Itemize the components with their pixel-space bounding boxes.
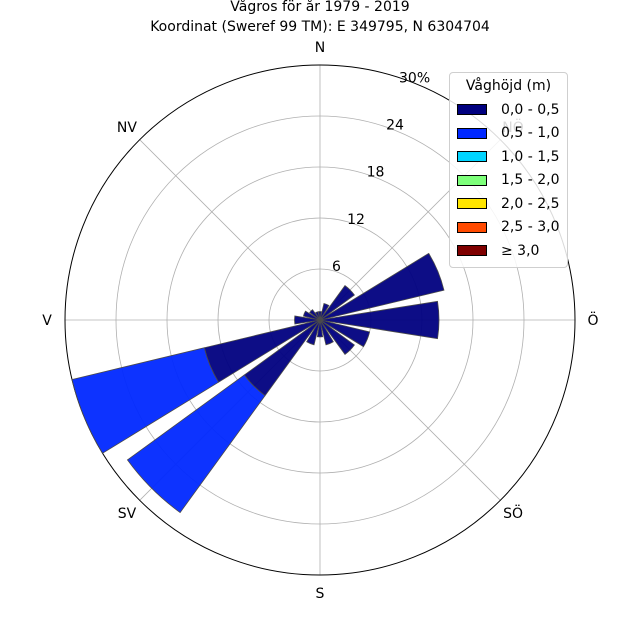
compass-label: SÖ bbox=[503, 504, 523, 522]
legend-swatch bbox=[457, 151, 487, 163]
radial-tick-label: 30% bbox=[399, 70, 430, 86]
rose-bar-ÖNÖ bbox=[319, 252, 445, 321]
rose-bar-VSV bbox=[71, 347, 220, 454]
legend-item: 1,0 - 1,5 bbox=[450, 145, 567, 169]
radial-tick-label: 18 bbox=[367, 165, 385, 181]
compass-label: NV bbox=[117, 120, 137, 136]
compass-label: Ö bbox=[587, 311, 598, 329]
legend-item: 2,5 - 3,0 bbox=[450, 216, 567, 240]
radial-tick-label: 6 bbox=[332, 259, 341, 275]
compass-label: SV bbox=[118, 506, 137, 522]
legend-item: 0,0 - 0,5 bbox=[450, 98, 567, 122]
rose-bars bbox=[71, 252, 445, 514]
legend-swatch bbox=[457, 245, 487, 257]
legend-label: 0,5 - 1,0 bbox=[501, 125, 560, 142]
rose-bar-VNV bbox=[302, 310, 321, 321]
legend-label: 1,0 - 1,5 bbox=[501, 148, 560, 165]
compass-label: N bbox=[315, 40, 325, 56]
rose-bar-N bbox=[318, 311, 322, 321]
legend-swatch bbox=[457, 221, 487, 233]
legend-item: 1,5 - 2,0 bbox=[450, 169, 567, 193]
legend-title: Våghöjd (m) bbox=[465, 78, 552, 94]
rose-bar-SSV bbox=[306, 319, 321, 346]
chart-title: Vågros för år 1979 - 2019 bbox=[230, 0, 410, 15]
legend-label: 2,0 - 2,5 bbox=[501, 195, 560, 212]
compass-label: V bbox=[42, 313, 52, 329]
rose-bar-V bbox=[294, 315, 321, 325]
legend-rows: 0,0 - 0,5 0,5 - 1,0 1,0 - 1,5 1,5 - 2,0 2,0 … bbox=[450, 98, 567, 263]
compass-label: S bbox=[316, 586, 325, 602]
rose-bar-NNÖ bbox=[319, 302, 330, 321]
radial-tick-label: 12 bbox=[347, 212, 365, 228]
legend-swatch bbox=[457, 174, 487, 186]
radial-gridline bbox=[139, 139, 321, 321]
legend-label: 2,5 - 3,0 bbox=[501, 219, 560, 236]
rose-bar-ÖSÖ bbox=[319, 319, 371, 348]
chart-subtitle: Koordinat (Sweref 99 TM): E 349795, N 63… bbox=[150, 19, 490, 35]
rose-bar-NÖ bbox=[319, 285, 355, 321]
rose-bar-SÖ bbox=[319, 319, 355, 355]
legend-swatch bbox=[457, 127, 487, 139]
rose-bar-NNV bbox=[315, 311, 321, 321]
legend-item: 0,5 - 1,0 bbox=[450, 122, 567, 146]
legend-item: 2,0 - 2,5 bbox=[450, 192, 567, 216]
legend-swatch bbox=[457, 198, 487, 210]
grid-ring bbox=[166, 166, 474, 474]
legend-label: 0,0 - 0,5 bbox=[501, 101, 560, 118]
legend-swatch bbox=[457, 104, 487, 116]
legend-label: 1,5 - 2,0 bbox=[501, 172, 560, 189]
legend: Våghöjd (m) 0,0 - 0,5 0,5 - 1,0 1,0 - 1,5 1… bbox=[449, 72, 568, 268]
rose-bar-SV bbox=[126, 374, 266, 514]
legend-item: ≥ 3,0 bbox=[450, 239, 567, 263]
radial-tick-label: 24 bbox=[386, 118, 404, 134]
rose-bar-SSÖ bbox=[319, 319, 334, 346]
rose-bar-NV bbox=[309, 309, 321, 321]
outer-ring bbox=[64, 64, 576, 576]
rose-bar-Ö bbox=[319, 300, 440, 340]
legend-label: ≥ 3,0 bbox=[501, 242, 540, 259]
rose-bar-S bbox=[316, 319, 324, 338]
grid-ring bbox=[115, 115, 525, 525]
